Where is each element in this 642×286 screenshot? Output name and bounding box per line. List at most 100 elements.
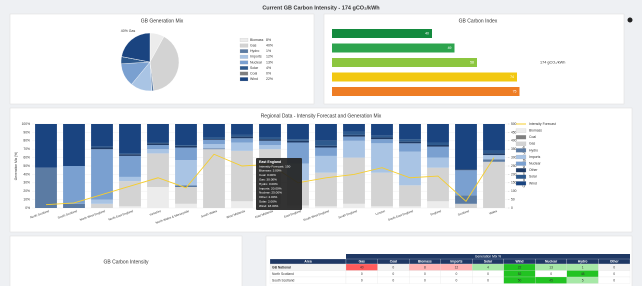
- y-tick-label: 80%: [23, 139, 30, 143]
- index-bar: [332, 58, 477, 67]
- tooltip-line: Other: 2.00%: [259, 195, 277, 199]
- table-header: Solar: [484, 259, 493, 263]
- stack-segment: [259, 140, 281, 145]
- stack-segment: [203, 148, 225, 150]
- y-tick-label: 70%: [23, 147, 30, 151]
- info-icon[interactable]: [627, 17, 633, 23]
- page-title: Current GB Carbon Intensity - 174 gCO₂/k…: [262, 5, 380, 11]
- legend-swatch: [515, 148, 527, 153]
- tooltip-title: East England: [259, 160, 281, 164]
- stack-segment: [119, 124, 141, 154]
- stack-segment: [343, 124, 365, 132]
- legend-value: 40%: [266, 44, 273, 48]
- legend-label: Wind: [250, 77, 258, 81]
- legend-swatch: [239, 54, 249, 59]
- stack-segment: [343, 136, 365, 141]
- stack-segment: [35, 124, 57, 168]
- stack-segment: [399, 141, 421, 144]
- table-cell-text: 4: [487, 265, 489, 269]
- stack-segment: [343, 131, 365, 135]
- table-header: Other: [610, 259, 620, 263]
- legend-label: Other: [529, 168, 538, 172]
- stack-segment: [455, 169, 477, 171]
- index-bar: [332, 43, 455, 53]
- tooltip-line: Coal: 0.00%: [259, 173, 276, 177]
- legend-label: Coal: [250, 72, 257, 76]
- x-tick-label: Scotland: [457, 209, 470, 217]
- chart-title: GB Carbon Intensity: [103, 259, 149, 265]
- table-cell-text: 0: [392, 272, 394, 276]
- tooltip-line: Gas: 30.00%: [259, 178, 277, 182]
- x-tick-label: South Scotland: [57, 209, 78, 220]
- bar-value-label: 75: [513, 89, 517, 93]
- y2-axis-label: Carbon Intensity (gCO₂/kWh): [522, 145, 526, 188]
- stack-segment: [175, 160, 197, 186]
- legend-label: Nuclear: [529, 161, 542, 165]
- stack-segment: [315, 172, 337, 207]
- stack-segment: [91, 124, 113, 147]
- legend-value: 1%: [266, 49, 271, 53]
- legend-swatch: [239, 77, 249, 82]
- legend-value: 0%: [266, 72, 271, 76]
- stack-segment: [427, 124, 449, 143]
- stack-segment: [483, 124, 505, 151]
- stack-segment: [147, 143, 169, 145]
- stack-segment: [427, 167, 449, 202]
- table-header: Imports: [450, 259, 462, 263]
- legend-label: Coal: [529, 135, 536, 139]
- legend-swatch: [515, 135, 527, 140]
- bar-value-label: 74: [510, 75, 514, 79]
- stack-segment: [371, 124, 393, 136]
- stack-segment: [315, 155, 337, 173]
- y2-tick-label: 0: [511, 206, 513, 210]
- legend-label: Solar: [250, 66, 259, 70]
- pie-slice: [149, 36, 180, 91]
- stack-segment: [483, 153, 505, 156]
- table-cell-text: North Scotland: [272, 272, 294, 276]
- index-bar: [332, 87, 520, 96]
- bar-value-label: 49: [448, 46, 452, 50]
- bar-value-label: 58: [470, 60, 474, 64]
- table-cell-text: 0: [424, 272, 426, 276]
- chart-title: GB Carbon Index: [459, 18, 498, 24]
- legend-swatch: [239, 71, 249, 76]
- stack-segment: [371, 139, 393, 144]
- table-cell-text: 0: [613, 278, 615, 282]
- table-cell-text: 0: [550, 272, 552, 276]
- legend-label: Hydro: [529, 148, 538, 152]
- table-cell-text: 52: [518, 272, 522, 276]
- stack-segment: [203, 124, 225, 138]
- stack-segment: [119, 153, 141, 155]
- stack-segment: [371, 172, 393, 207]
- y-tick-label: 40%: [23, 172, 30, 176]
- legend-label: Gas: [250, 44, 257, 48]
- y-tick-label: 50%: [23, 164, 30, 168]
- x-tick-label: South England: [338, 209, 358, 220]
- stack-segment: [203, 144, 225, 149]
- stack-segment: [147, 142, 169, 144]
- tooltip-line: Hydro: 0.00%: [259, 182, 278, 186]
- table-cell-text: 40: [360, 265, 364, 269]
- bar-value-label: 40: [425, 31, 429, 35]
- table-header: Coal: [390, 259, 397, 263]
- chart-title: GB Generation Mix: [141, 18, 184, 24]
- y2-tick-label: 250: [511, 164, 517, 168]
- stack-segment: [259, 139, 281, 141]
- index-bar: [332, 72, 517, 82]
- tooltip-line: Biomass: 3.00%: [259, 169, 282, 173]
- stack-segment: [175, 185, 197, 187]
- table-cell-text: 0: [361, 278, 363, 282]
- stack-segment: [175, 145, 197, 146]
- stack-segment: [119, 155, 141, 177]
- legend-label: Wind: [529, 181, 537, 185]
- legend-swatch: [515, 154, 527, 160]
- table-cell-text: 45: [549, 278, 553, 282]
- stack-segment: [91, 149, 113, 200]
- pie-annotation: 40% Gas: [121, 29, 136, 33]
- stack-segment: [175, 203, 197, 208]
- y2-tick-label: 350: [511, 147, 517, 151]
- x-tick-label: East England: [283, 209, 301, 219]
- y2-tick-label: 100: [511, 189, 517, 193]
- stack-segment: [427, 146, 449, 158]
- stack-segment: [147, 153, 169, 187]
